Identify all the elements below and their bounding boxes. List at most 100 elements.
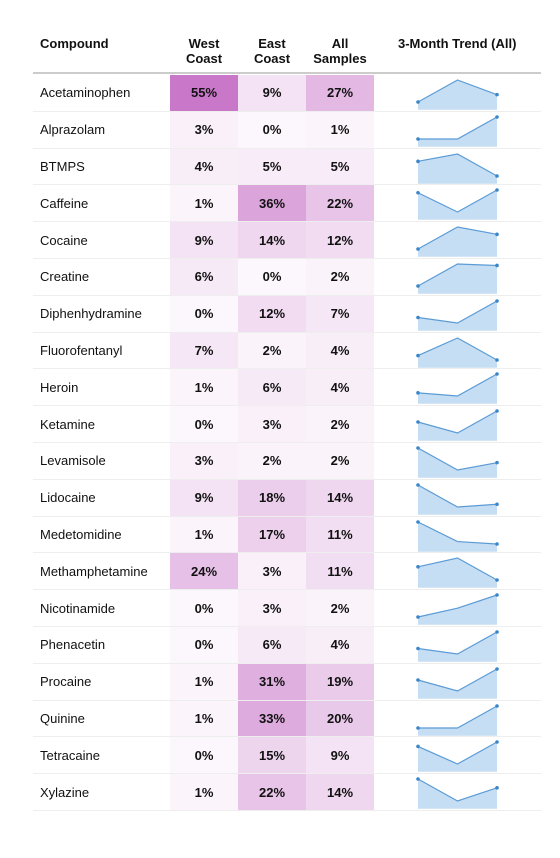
sparkline-line [418,705,498,729]
east-cell: 12% [238,295,306,332]
sparkline-line [417,778,498,802]
sparkline-line [417,373,498,398]
sparkline-line [417,300,498,324]
sparkline-area [418,595,497,625]
table-row: Fluorofentanyl 7% 2% 4% [33,332,541,370]
sparkline [416,114,499,147]
sparkline [416,409,499,441]
west-cell: 1% [170,516,238,553]
table-row: Creatine 6% 0% 2% [33,259,541,296]
all-cell: 27% [306,75,374,111]
sparkline-dot [495,188,499,193]
table-row: Methamphetamine 24% 3% 11% [33,553,541,591]
sparkline-dot [416,677,420,682]
sparkline-line [417,263,498,287]
west-cell: 1% [170,663,238,700]
sparkline-dot [495,703,499,708]
east-cell: 17% [238,516,306,553]
compound-name: Fluorofentanyl [40,342,123,358]
sparkline-dot [416,315,420,320]
sparkline [416,336,499,368]
sparkline-dot [416,446,420,450]
east-cell: 18% [238,479,306,516]
sparkline-dot [495,541,499,546]
sparkline-line [417,741,498,766]
sparkline [416,740,499,773]
sparkline-dot [495,114,499,119]
table-row: Caffeine 1% 36% 22% [33,185,541,223]
east-cell: 2% [238,332,306,369]
table-row: Alprazolam 3% 0% 1% [33,111,541,149]
sparkline-dot [495,357,499,362]
sparkline [416,188,499,221]
table-row: Acetaminophen 55% 9% 27% [33,75,541,112]
sparkline-area [418,521,497,552]
compound-name: Phenacetin [40,637,106,653]
east-cell: 36% [238,185,306,222]
sparkline [416,593,499,625]
sparkline-dot [416,777,420,781]
compound-name: BTMPS [40,158,85,174]
sparkline-dot [495,460,499,465]
all-cell: 4% [306,332,374,369]
sparkline-area [418,227,497,257]
east-cell: 6% [238,627,306,663]
sparkline-area [418,668,497,699]
header-compound: Compound [40,36,109,51]
west-cell: 9% [170,479,238,516]
west-cell: 4% [170,148,238,185]
sparkline-dot [495,502,499,506]
sparkline [416,226,499,257]
compound-name: Creatine [40,269,90,285]
sparkline-line [417,594,498,618]
sparkline-dot [416,284,420,288]
sparkline-dot [495,298,499,303]
sparkline-line [417,410,498,434]
west-cell: 9% [170,222,238,258]
sparkline-area [418,484,497,515]
sparkline-line [417,336,498,361]
east-cell: 2% [238,443,306,479]
header-all: All Samples [313,36,367,66]
compound-name: Xylazine [40,784,90,800]
sparkline-dot [495,740,499,745]
all-cell: 12% [306,222,374,258]
sparkline-area [418,190,497,221]
all-cell: 11% [306,553,374,590]
sparkline-area [418,337,497,368]
sparkline-line [417,152,498,177]
table-row: Tetracaine 0% 15% 9% [33,737,541,775]
west-cell: 0% [170,737,238,774]
table-row: BTMPS 4% 5% 5% [33,148,541,186]
sparkline [416,79,499,110]
all-cell: 7% [306,295,374,332]
sparkline-area [418,116,497,147]
all-cell: 4% [306,369,374,406]
sparkline [416,152,499,184]
compound-name: Levamisole [40,453,106,469]
west-cell: 3% [170,111,238,148]
sparkline-line [417,447,498,471]
all-cell: 19% [306,663,374,700]
sparkline-line [417,79,498,103]
east-cell: 9% [238,75,306,111]
east-cell: 0% [238,259,306,295]
sparkline-line [417,226,498,250]
sparkline [416,519,499,552]
east-cell: 5% [238,148,306,185]
compound-name: Tetracaine [40,747,100,763]
compound-name: Acetaminophen [40,85,131,101]
table-row: Phenacetin 0% 6% 4% [33,627,541,664]
sparkline-dot [495,786,499,790]
sparkline [416,298,499,331]
all-cell: 11% [306,516,374,553]
compound-name: Ketamine [40,416,95,432]
compound-name: Heroin [40,379,79,395]
sparkline-dot [416,136,420,141]
west-cell: 6% [170,259,238,295]
table-row: Heroin 1% 6% 4% [33,369,541,407]
sparkline-area [418,705,497,736]
sparkline-dot [495,92,499,97]
sparkline-dot [495,630,499,634]
east-cell: 14% [238,222,306,258]
